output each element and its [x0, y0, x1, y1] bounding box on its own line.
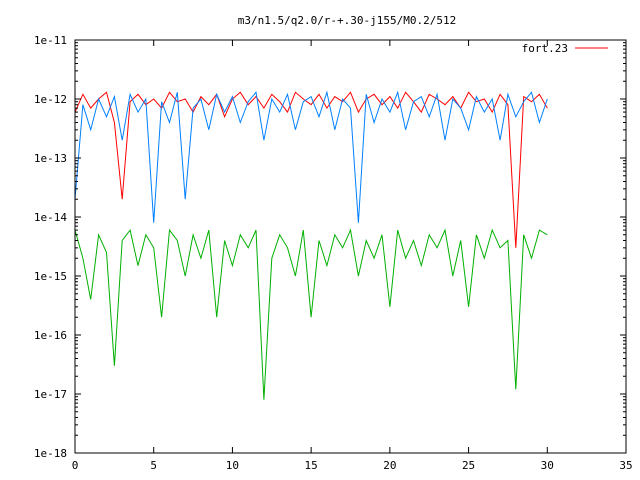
- x-tick-label: 15: [305, 459, 318, 472]
- y-tick-label: 1e-12: [34, 93, 67, 106]
- series-line-0: [74, 91, 548, 248]
- x-tick-label: 10: [226, 459, 239, 472]
- y-tick-label: 1e-14: [34, 211, 67, 224]
- x-tick-label: 0: [72, 459, 79, 472]
- y-tick-label: 1e-11: [34, 34, 67, 47]
- chart-title: m3/n1.5/q2.0/r-+.30-j155/M0.2/512: [238, 14, 457, 27]
- series-layer: [74, 90, 548, 400]
- y-tick-label: 1e-16: [34, 329, 67, 342]
- legend-label: fort.23: [522, 42, 568, 55]
- legend: fort.23: [522, 42, 608, 55]
- axis-layer: 0 5 10 15 20 25 30 35 1e-18 1e-17 1e-16 1e-15 1e-14 1…: [34, 34, 633, 472]
- x-tick-label: 25: [462, 459, 475, 472]
- x-tick-label: 35: [619, 459, 632, 472]
- y-tick-label: 1e-17: [34, 388, 67, 401]
- y-tick-label: 1e-18: [34, 447, 67, 460]
- x-tick-label: 20: [383, 459, 396, 472]
- series-line-1: [74, 90, 548, 223]
- y-tick-label: 1e-15: [34, 270, 67, 283]
- y-tick-label: 1e-13: [34, 152, 67, 165]
- series-line-2: [74, 228, 548, 400]
- plot-frame: [74, 39, 627, 454]
- x-tick-label: 5: [150, 459, 157, 472]
- x-tick-label: 30: [541, 459, 554, 472]
